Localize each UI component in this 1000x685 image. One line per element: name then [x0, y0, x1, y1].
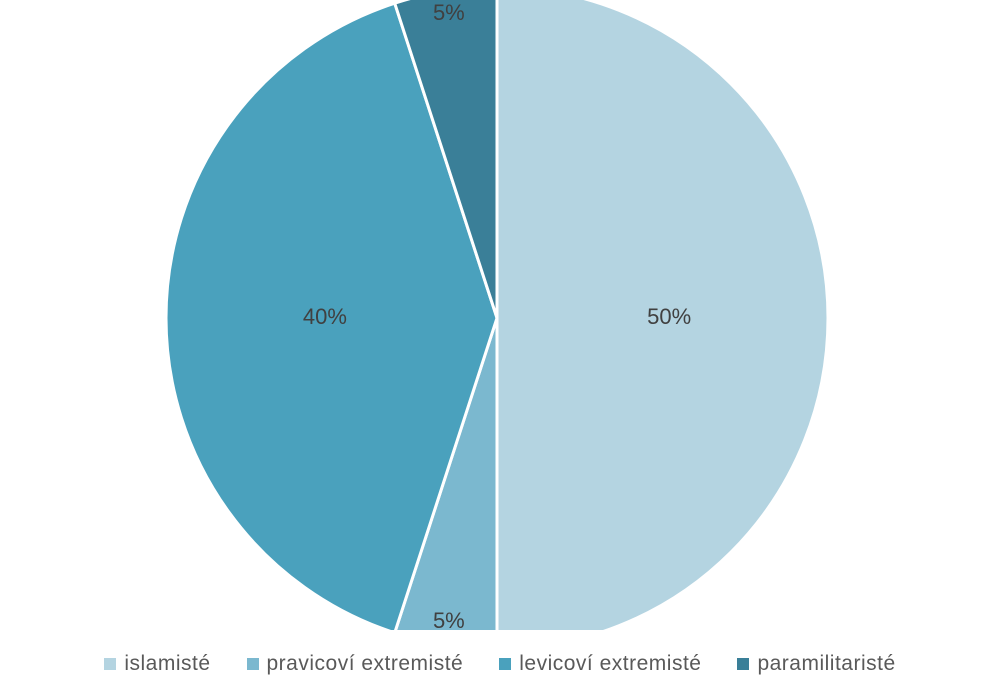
pie-label-paramilitariste: 5% [433, 0, 465, 25]
legend-item-levicovi-extremiste: levicoví extremisté [499, 652, 701, 676]
pie-slice-levicovi-extremiste [164, 1, 499, 630]
legend-label-pravicovi-extremiste: pravicoví extremisté [266, 652, 464, 675]
legend-item-paramilitariste: paramilitaristé [737, 652, 895, 676]
legend-label-levicovi-extremiste: levicoví extremisté [519, 652, 702, 675]
legend-swatch-islamiste [104, 658, 117, 670]
pie-label-islamiste: 50% [647, 304, 691, 329]
pie-chart-svg: 50% 5% 40% 5% [164, 0, 830, 630]
pie-slice-labels: 50% 5% 40% 5% [303, 0, 691, 630]
pie-slices [164, 0, 830, 630]
legend-swatch-paramilitariste [737, 658, 750, 670]
pie-slice-islamiste [495, 0, 830, 630]
legend-label-islamiste: islamisté [124, 652, 211, 675]
pie-label-levicovi-extremiste: 40% [303, 304, 347, 329]
legend-label-paramilitariste: paramilitaristé [757, 652, 896, 675]
legend-swatch-pravicovi-extremiste [246, 658, 259, 670]
pie-slice-paramilitariste [393, 0, 499, 320]
legend-swatch-levicovi-extremiste [499, 658, 512, 670]
legend-item-islamiste: islamisté [104, 652, 210, 676]
pie-label-pravicovi-extremiste: 5% [433, 608, 465, 630]
pie-slice-pravicovi-extremiste [394, 316, 499, 630]
chart-legend: islamisté pravicoví extremisté levicoví … [0, 652, 1000, 676]
legend-item-pravicovi-extremiste: pravicoví extremisté [246, 652, 464, 676]
